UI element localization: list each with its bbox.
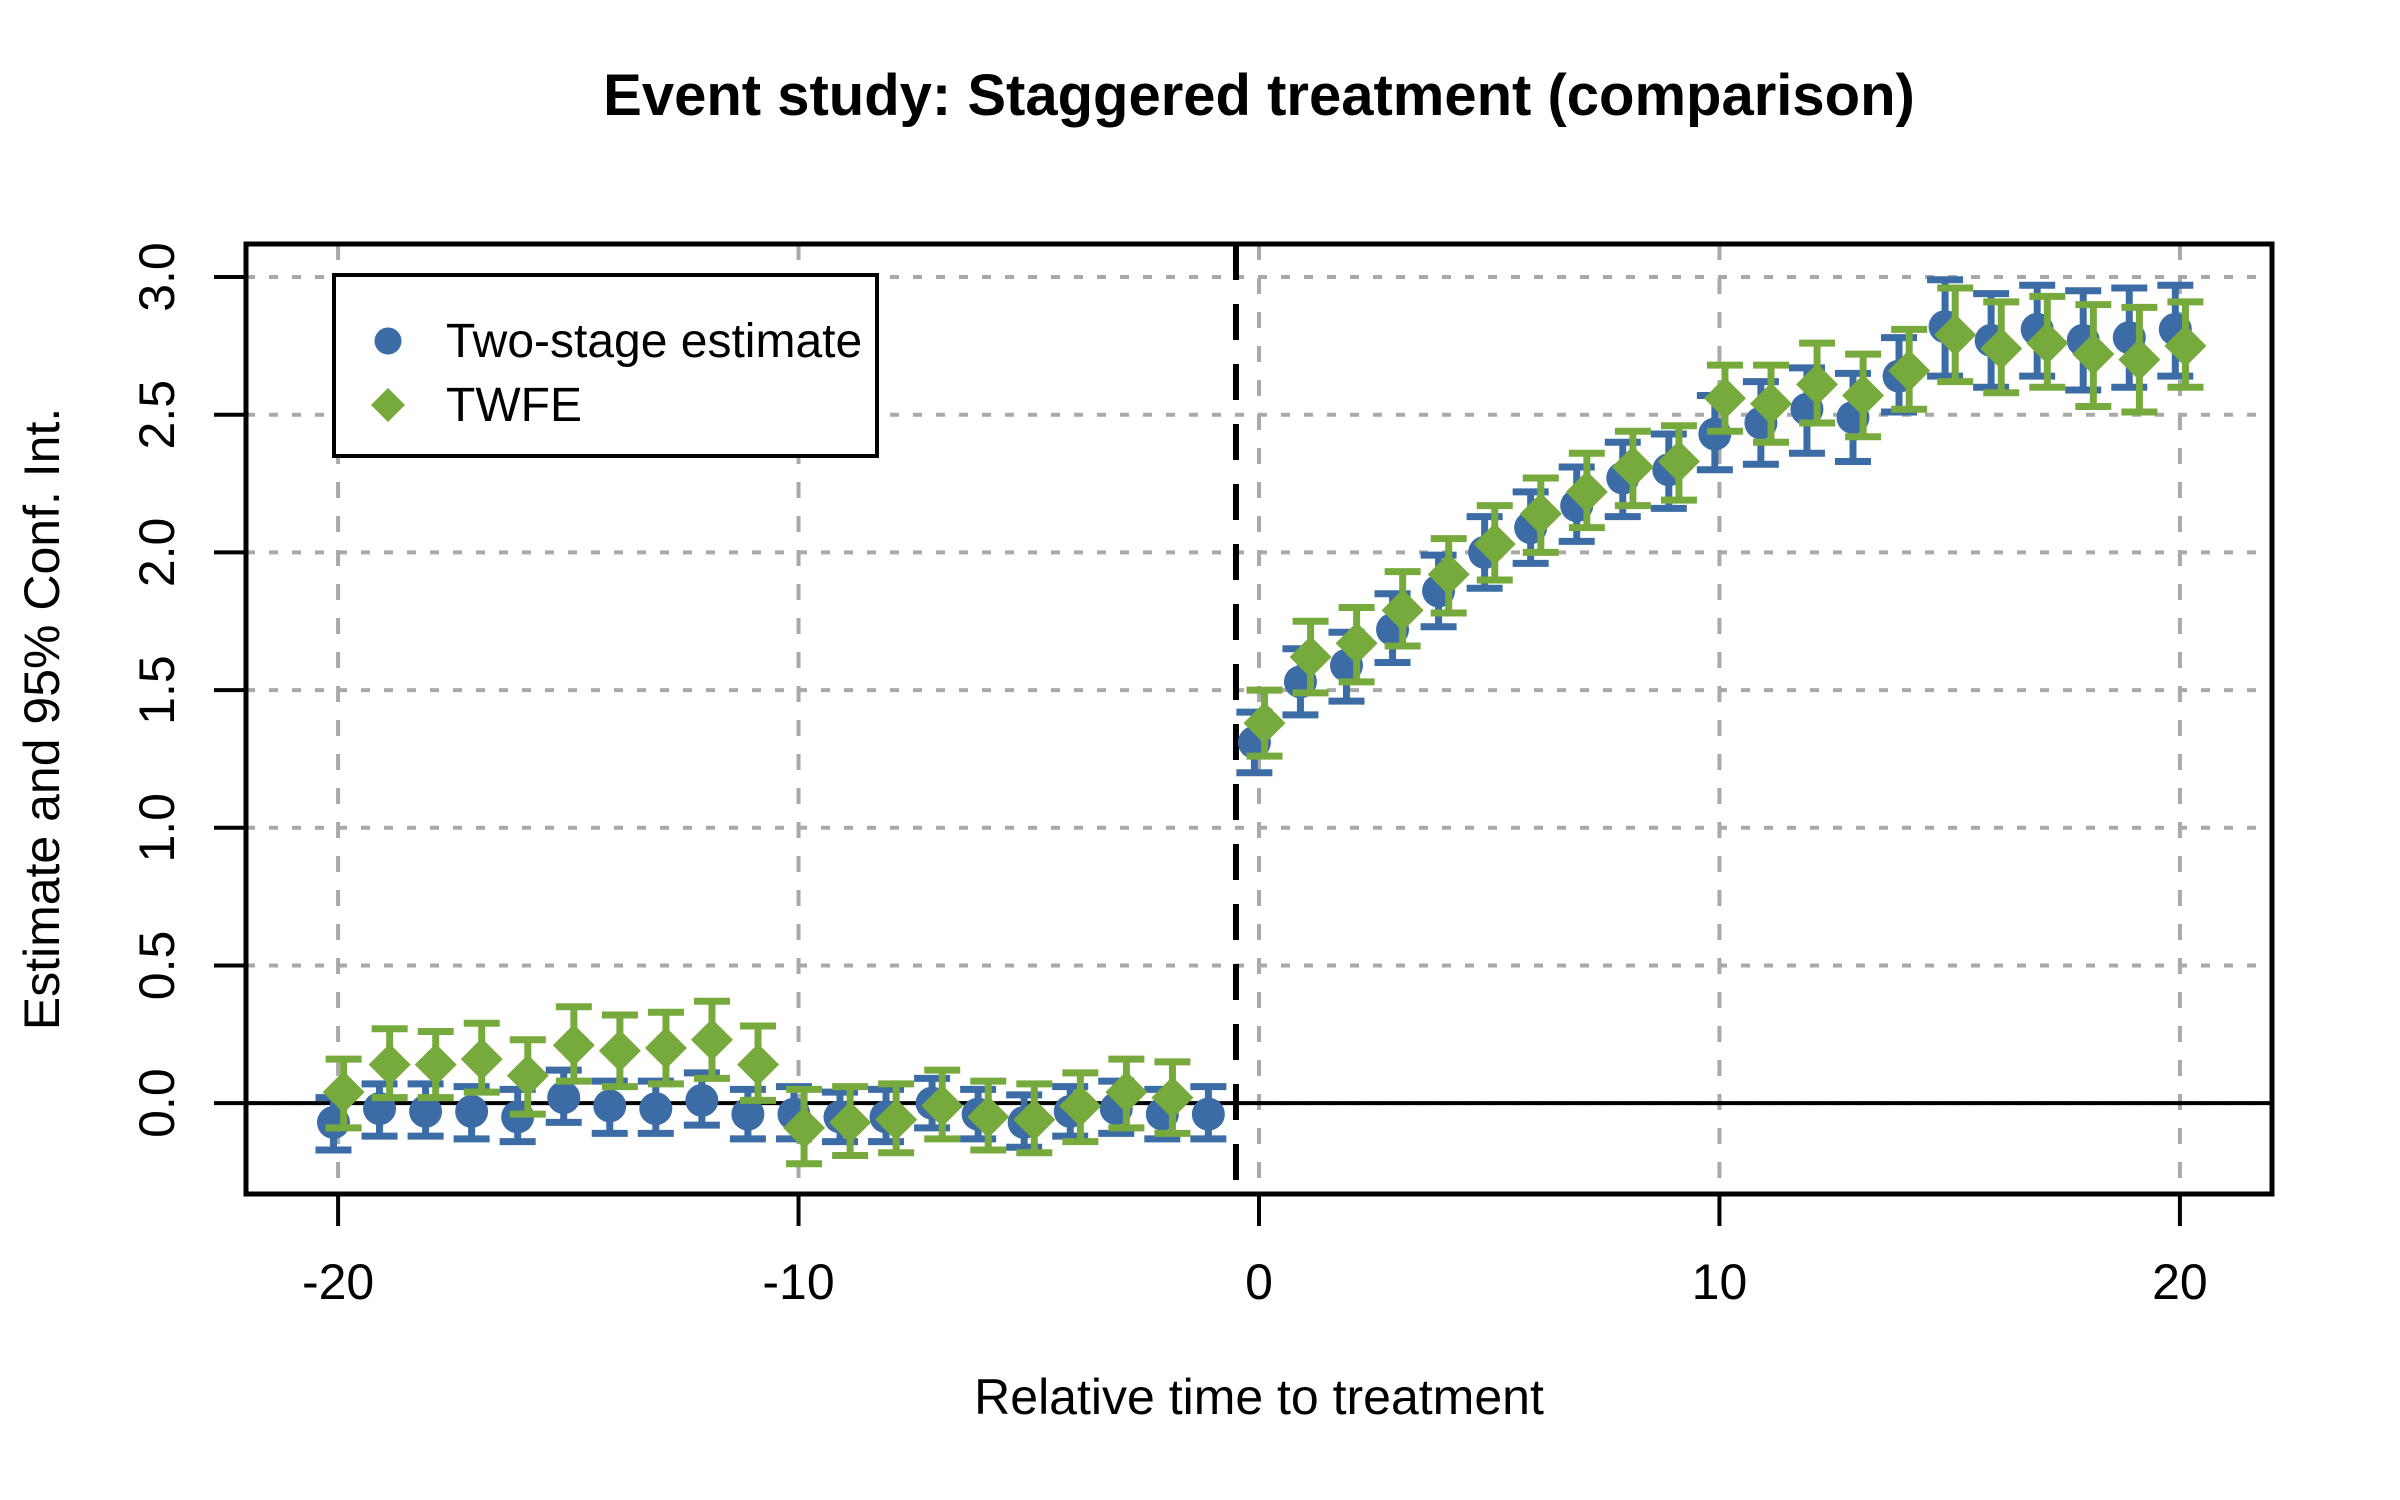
twfe-point bbox=[829, 1101, 872, 1144]
two-stage-point bbox=[593, 1089, 627, 1123]
y-tick-label: 0.5 bbox=[129, 931, 185, 1001]
legend-marker-diamond bbox=[371, 388, 405, 422]
twfe-point bbox=[1519, 492, 1562, 535]
y-tick-label: 1.5 bbox=[129, 655, 185, 725]
twfe-point bbox=[1703, 377, 1746, 420]
twfe-point bbox=[1335, 622, 1378, 665]
twfe-point bbox=[2118, 338, 2161, 381]
legend-label: Two-stage estimate bbox=[446, 315, 862, 368]
x-tick-label: -10 bbox=[762, 1254, 834, 1310]
y-tick-label: 1.0 bbox=[129, 793, 185, 863]
twfe-point bbox=[1105, 1071, 1148, 1114]
x-axis-title: Relative time to treatment bbox=[974, 1369, 1544, 1425]
twfe-point bbox=[1842, 374, 1885, 417]
y-tick-label: 0.0 bbox=[129, 1068, 185, 1138]
twfe-point bbox=[1013, 1098, 1056, 1141]
twfe-point bbox=[1289, 636, 1332, 679]
x-tick-label: -20 bbox=[302, 1254, 374, 1310]
twfe-point bbox=[1750, 382, 1793, 425]
twfe-point bbox=[1059, 1084, 1102, 1127]
y-axis-title: Estimate and 95% Conf. Int. bbox=[14, 407, 70, 1031]
twfe-point bbox=[967, 1095, 1010, 1138]
legend-marker-circle bbox=[374, 327, 402, 355]
two-stage-point bbox=[731, 1097, 765, 1131]
twfe-point bbox=[552, 1024, 595, 1067]
twfe-point bbox=[2164, 324, 2207, 367]
twfe-point bbox=[460, 1038, 503, 1081]
twfe-point bbox=[598, 1029, 641, 1072]
twfe-point bbox=[1980, 327, 2023, 370]
twfe-point bbox=[1796, 363, 1839, 406]
two-stage-point bbox=[1191, 1097, 1225, 1131]
twfe-point bbox=[1565, 470, 1608, 513]
twfe-point bbox=[2072, 333, 2115, 376]
y-tick-label: 3.0 bbox=[129, 242, 185, 312]
twfe-point bbox=[921, 1084, 964, 1127]
chart-title: Event study: Staggered treatment (compar… bbox=[603, 63, 1915, 128]
twfe-point bbox=[2026, 322, 2069, 365]
twfe-point bbox=[368, 1043, 411, 1086]
twfe-point bbox=[1473, 523, 1516, 566]
twfe-point bbox=[875, 1098, 918, 1141]
two-stage-point bbox=[639, 1092, 673, 1126]
y-tick-label: 2.5 bbox=[129, 380, 185, 450]
twfe-point bbox=[737, 1043, 780, 1086]
twfe-point bbox=[644, 1027, 687, 1070]
twfe-point bbox=[1381, 589, 1424, 632]
plot-border bbox=[243, 241, 2275, 1197]
x-tick-label: 20 bbox=[2152, 1254, 2208, 1310]
y-tick-label: 2.0 bbox=[129, 518, 185, 588]
x-tick-label: 10 bbox=[1692, 1254, 1748, 1310]
twfe-point bbox=[414, 1043, 457, 1086]
twfe-point bbox=[1151, 1076, 1194, 1119]
twfe-point bbox=[506, 1054, 549, 1097]
twfe-point bbox=[690, 1018, 733, 1061]
twfe-point bbox=[1888, 349, 1931, 392]
twfe-point bbox=[1427, 553, 1470, 596]
twfe-point bbox=[783, 1106, 826, 1149]
two-stage-point bbox=[685, 1083, 719, 1117]
twfe-point bbox=[1934, 313, 1977, 356]
twfe-point bbox=[322, 1071, 365, 1114]
legend-box bbox=[332, 273, 879, 458]
twfe-point bbox=[1657, 440, 1700, 483]
two-stage-point bbox=[409, 1094, 443, 1128]
two-stage-point bbox=[455, 1094, 489, 1128]
legend-label: TWFE bbox=[446, 379, 582, 432]
twfe-point bbox=[1243, 702, 1286, 745]
x-tick-label: 0 bbox=[1245, 1254, 1273, 1310]
two-stage-point bbox=[547, 1081, 581, 1115]
twfe-point bbox=[1611, 446, 1654, 489]
